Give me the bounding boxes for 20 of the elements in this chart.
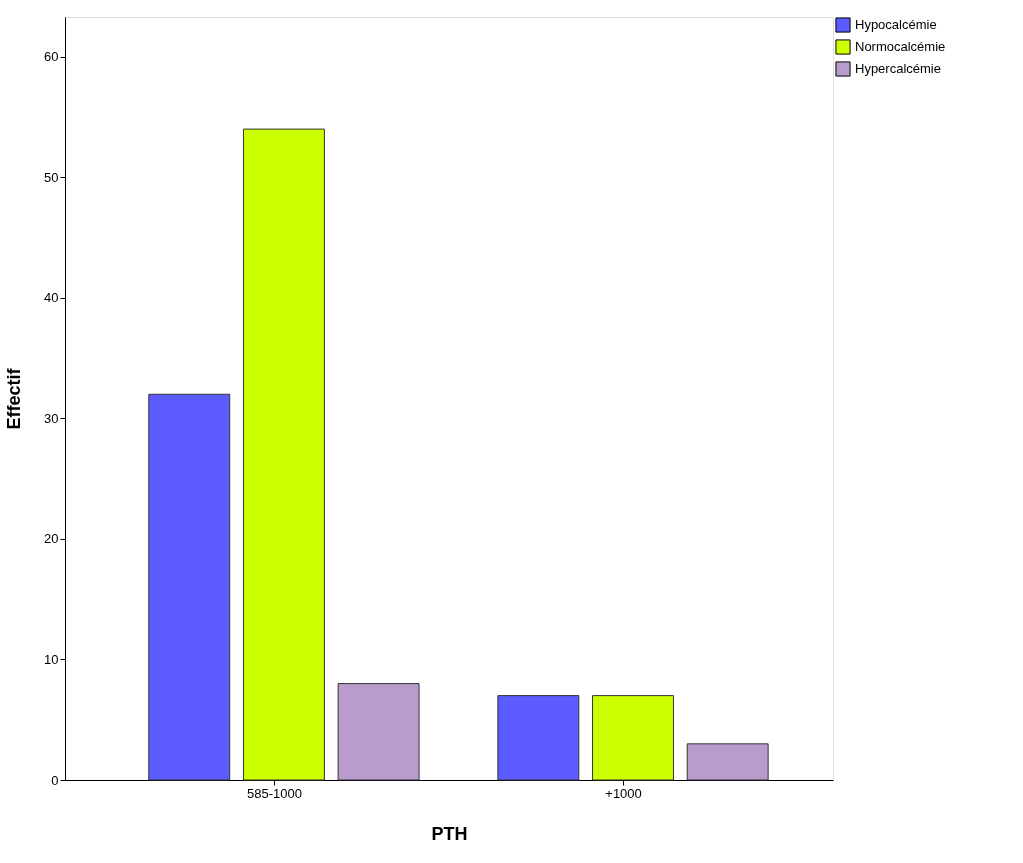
y-tick-label: 20 bbox=[44, 531, 59, 547]
x-tick-label: 585-1000 bbox=[246, 785, 302, 801]
bar bbox=[337, 683, 420, 781]
y-tick-label: 40 bbox=[44, 290, 59, 306]
bar bbox=[242, 128, 325, 781]
bar bbox=[497, 695, 580, 781]
x-axis-title: PTH bbox=[431, 823, 468, 844]
legend-label: Normocalcémie bbox=[855, 39, 946, 54]
y-tick-label: 0 bbox=[51, 772, 59, 788]
y-tick-label: 50 bbox=[44, 169, 59, 185]
bar bbox=[592, 695, 674, 781]
bar bbox=[686, 743, 769, 781]
bar bbox=[148, 393, 231, 781]
y-tick-label: 60 bbox=[44, 49, 59, 65]
x-tick-label: +1000 bbox=[605, 785, 642, 801]
y-tick-label: 10 bbox=[44, 651, 59, 667]
legend-label: Hypocalcémie bbox=[855, 17, 937, 32]
legend-label: Hypercalcémie bbox=[855, 61, 941, 76]
y-axis-title: Effectif bbox=[4, 367, 25, 430]
y-tick-label: 30 bbox=[44, 410, 59, 426]
